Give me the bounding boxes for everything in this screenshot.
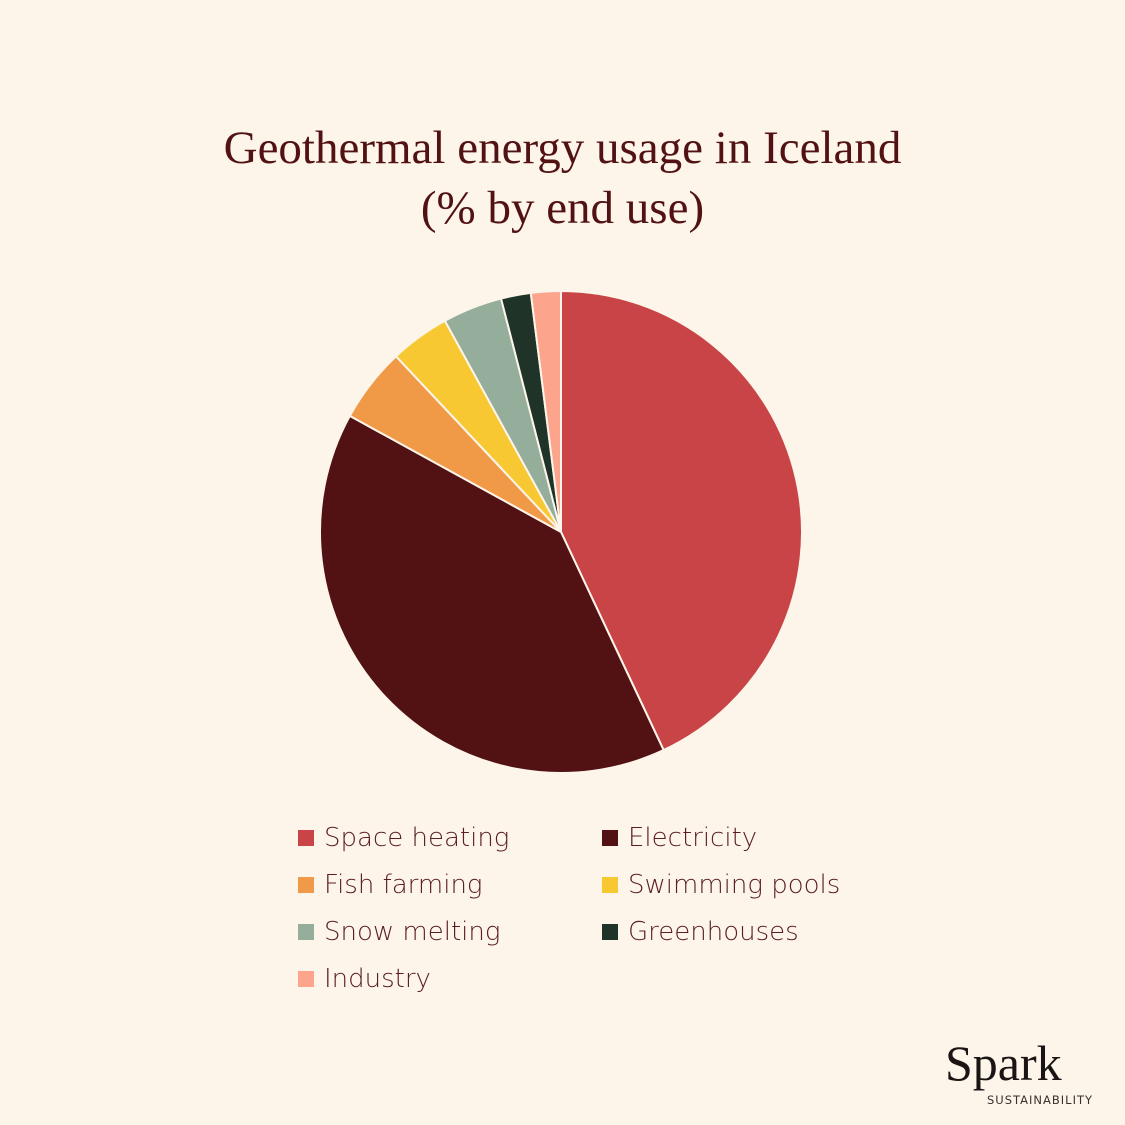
legend-swatch [298, 971, 314, 987]
legend-label: Swimming pools [628, 870, 841, 900]
legend-item-industry: Industry [298, 961, 602, 997]
legend-item-electricity: Electricity [602, 820, 882, 856]
legend-label: Space heating [324, 823, 510, 853]
legend-label: Fish farming [324, 870, 483, 900]
legend-swatch [602, 830, 618, 846]
legend-label: Industry [324, 964, 431, 994]
logo-subtitle: SUSTAINABILITY [987, 1093, 1094, 1107]
pie-slice-space-heating [560, 289, 803, 752]
legend-label: Snow melting [324, 917, 501, 947]
pie-slice-electricity [319, 414, 665, 774]
chart-title: Geothermal energy usage in Iceland (% by… [0, 118, 1125, 238]
title-line-1: Geothermal energy usage in Iceland [223, 122, 902, 174]
legend-item-swimming-pools: Swimming pools [602, 867, 882, 903]
pie-slice-industry [529, 289, 562, 533]
logo: Spark [945, 1035, 1062, 1091]
legend-item-greenhouses: Greenhouses [602, 914, 882, 950]
legend-item-space-heating: Space heating [298, 820, 602, 856]
legend-label: Greenhouses [628, 917, 799, 947]
legend-swatch [602, 877, 618, 893]
legend-swatch [602, 924, 618, 940]
legend-swatch [298, 877, 314, 893]
title-line-2: (% by end use) [420, 182, 705, 234]
legend-label: Electricity [628, 823, 758, 853]
legend: Space heating Electricity Fish farming Swim… [298, 820, 882, 997]
legend-item-snow-melting: Snow melting [298, 914, 602, 950]
legend-swatch [298, 924, 314, 940]
legend-swatch [298, 830, 314, 846]
legend-item-fish-farming: Fish farming [298, 867, 602, 903]
